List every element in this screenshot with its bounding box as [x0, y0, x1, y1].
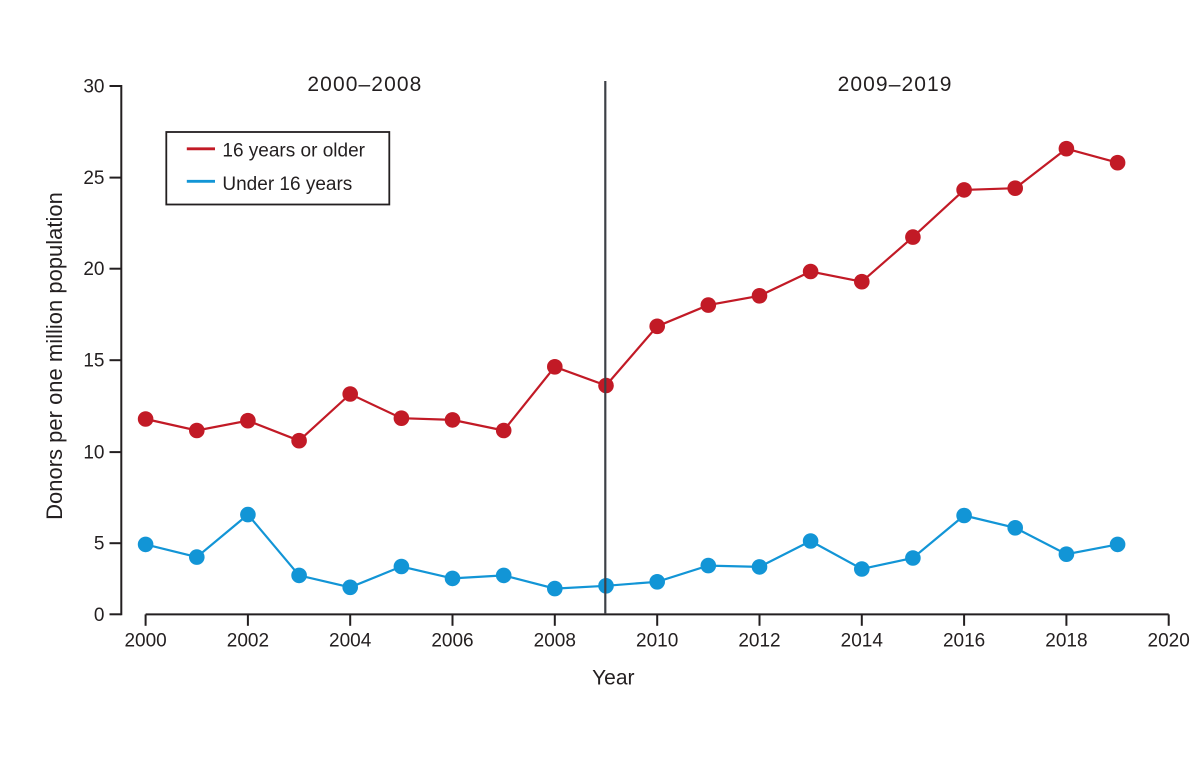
svg-text:16 years or older: 16 years or older: [222, 141, 365, 162]
svg-text:2018: 2018: [1045, 630, 1087, 651]
svg-text:10: 10: [83, 443, 104, 464]
svg-text:25: 25: [83, 168, 104, 189]
svg-text:2006: 2006: [431, 630, 473, 651]
svg-text:5: 5: [94, 534, 105, 555]
svg-text:Year: Year: [592, 667, 634, 690]
svg-text:0: 0: [94, 605, 105, 626]
svg-text:2008: 2008: [534, 630, 576, 651]
svg-text:Donors per one million populat: Donors per one million population: [42, 192, 67, 520]
svg-text:2000: 2000: [124, 630, 166, 651]
svg-text:2002: 2002: [227, 630, 269, 651]
svg-text:2004: 2004: [329, 630, 372, 651]
svg-text:2012: 2012: [738, 630, 780, 651]
svg-text:Under 16 years: Under 16 years: [222, 174, 352, 195]
svg-text:2000–2008: 2000–2008: [307, 73, 422, 96]
svg-text:2016: 2016: [943, 630, 985, 651]
svg-text:2020: 2020: [1148, 630, 1190, 651]
svg-text:2009–2019: 2009–2019: [838, 73, 953, 96]
svg-text:30: 30: [83, 77, 104, 98]
svg-text:2014: 2014: [841, 630, 884, 651]
svg-text:20: 20: [83, 259, 104, 280]
svg-text:15: 15: [83, 351, 104, 372]
svg-text:2010: 2010: [636, 630, 678, 651]
